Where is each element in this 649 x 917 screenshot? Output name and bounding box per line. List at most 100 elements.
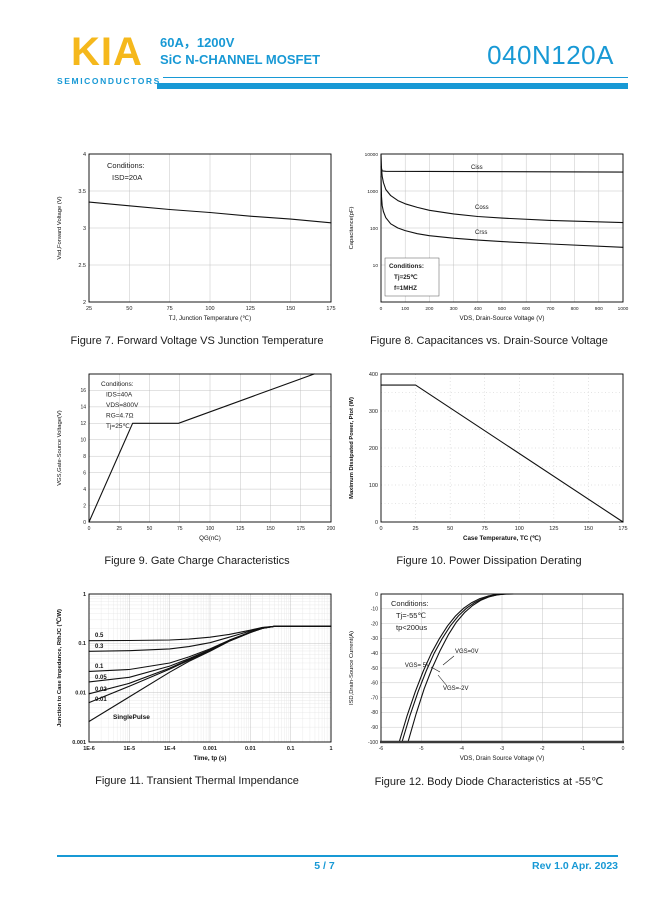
svg-text:700: 700	[546, 306, 554, 312]
svg-text:175: 175	[618, 526, 627, 532]
svg-text:Capacitance(pF): Capacitance(pF)	[349, 207, 355, 250]
svg-text:0: 0	[380, 306, 383, 312]
svg-text:16: 16	[80, 388, 86, 394]
svg-text:-20: -20	[371, 621, 378, 627]
svg-text:2.5: 2.5	[78, 263, 86, 269]
svg-text:Tj=-55℃: Tj=-55℃	[396, 611, 426, 620]
subtitle-type: SiC N-CHANNEL MOSFET	[160, 52, 321, 67]
figure-11-caption: Figure 11. Transient Thermal Impendance	[95, 775, 299, 787]
svg-text:VGS,Gate-Source Voltage(V): VGS,Gate-Source Voltage(V)	[57, 410, 63, 485]
svg-text:900: 900	[595, 306, 603, 312]
svg-text:150: 150	[266, 526, 275, 532]
chart-figure-8: 0 100 200 300 400 500 600 700 800 900 1000 10 100 100…	[349, 152, 629, 322]
svg-text:TJ, Junction Temperature (℃): TJ, Junction Temperature (℃)	[169, 315, 252, 322]
svg-text:125: 125	[549, 526, 558, 532]
chart-figure-9: 0 25 50 75 100 125 150 175 200 0 2 4 6 8 10 12 14 16 QG(nC…	[57, 373, 336, 542]
svg-text:Case Temperature, TC (℃): Case Temperature, TC (℃)	[463, 535, 541, 542]
figure-10: 0 25 50 75 100 125 150 175 0 100 200 300 400 Case Tem…	[343, 366, 635, 586]
footer-page-number: 5 / 7	[314, 860, 335, 872]
device-subtitle: 60A，1200V SiC N-CHANNEL MOSFET	[160, 34, 320, 68]
svg-text:175: 175	[297, 526, 306, 532]
svg-text:-70: -70	[371, 695, 378, 701]
svg-text:ISD=20A: ISD=20A	[112, 173, 142, 182]
figure-12: -6 -5 -4 -3 -2 -1 0 -100 -90 -80 -70 -60 -50 -40 -30 -2…	[343, 586, 635, 806]
svg-text:Time, tp (s): Time, tp (s)	[194, 755, 227, 762]
svg-text:VGS= 5V: VGS= 5V	[405, 663, 430, 669]
svg-text:2: 2	[83, 300, 86, 306]
svg-text:VGS=0V: VGS=0V	[455, 649, 479, 655]
svg-text:Ciss: Ciss	[471, 165, 483, 171]
header-rule-thick	[157, 83, 628, 89]
svg-text:0.3: 0.3	[95, 644, 104, 650]
svg-text:-10: -10	[371, 607, 378, 613]
svg-text:10000: 10000	[365, 152, 379, 158]
svg-text:125: 125	[246, 306, 255, 312]
svg-text:VDS=800V: VDS=800V	[106, 402, 139, 409]
svg-text:ISD,Drain-Source Current(A): ISD,Drain-Source Current(A)	[349, 631, 355, 705]
svg-text:-5: -5	[419, 746, 424, 752]
subtitle-ratings: 60A，1200V	[160, 35, 235, 50]
svg-text:-30: -30	[371, 636, 378, 642]
svg-text:1000: 1000	[367, 189, 378, 195]
svg-text:1E-4: 1E-4	[164, 746, 177, 752]
svg-text:6: 6	[83, 470, 86, 476]
figure-11: 1E-6 1E-5 1E-4 0.001 0.01 0.1 1 0.001 0.01 0.1 1 Ti…	[51, 586, 343, 806]
svg-text:-60: -60	[371, 681, 378, 687]
svg-text:100: 100	[369, 483, 378, 489]
svg-text:Conditions:: Conditions:	[101, 381, 134, 388]
svg-text:400: 400	[369, 372, 378, 378]
kia-logo-subtext: SEMICONDUCTORS	[57, 76, 161, 86]
svg-text:RG=4.7Ω: RG=4.7Ω	[106, 413, 134, 420]
svg-text:125: 125	[236, 526, 245, 532]
svg-text:VDS, Drain-Source Voltage (V): VDS, Drain-Source Voltage (V)	[460, 315, 545, 322]
svg-text:4: 4	[83, 487, 86, 493]
svg-text:4: 4	[83, 152, 86, 158]
svg-text:1: 1	[329, 746, 332, 752]
svg-text:100: 100	[515, 526, 524, 532]
figure-8-caption: Figure 8. Capacitances vs. Drain-Source …	[370, 335, 608, 347]
svg-text:-90: -90	[371, 725, 378, 731]
svg-text:0.02: 0.02	[95, 687, 107, 693]
svg-text:12: 12	[80, 421, 86, 427]
svg-text:3: 3	[83, 226, 86, 232]
figure-7: 25 50 75 100 125 150 175 2 2.5 3 3.5 4 TJ, Junction …	[51, 146, 343, 366]
svg-text:IDS=40A: IDS=40A	[106, 392, 133, 399]
svg-text:175: 175	[326, 306, 335, 312]
svg-text:150: 150	[584, 526, 593, 532]
svg-text:-40: -40	[371, 651, 378, 657]
chart-figure-10: 0 25 50 75 100 125 150 175 0 100 200 300 400 Case Tem…	[349, 372, 628, 542]
svg-text:300: 300	[369, 409, 378, 415]
svg-text:Tj=25℃: Tj=25℃	[394, 274, 417, 281]
svg-text:0.001: 0.001	[72, 740, 86, 746]
chart-figure-12: -6 -5 -4 -3 -2 -1 0-100-90-80-70-60-50-40-30-2…	[349, 592, 625, 762]
kia-logo-text: KIA	[71, 30, 143, 74]
svg-text:0.1: 0.1	[287, 746, 295, 752]
figure-8: 0 100 200 300 400 500 600 700 800 900 1000 10 100 100…	[343, 146, 635, 366]
chart-figure-7: 25 50 75 100 125 150 175 2 2.5 3 3.5 4 TJ, Junction …	[57, 152, 336, 322]
svg-text:10: 10	[373, 263, 379, 269]
svg-text:0.05: 0.05	[95, 675, 107, 681]
svg-text:f=1MHZ: f=1MHZ	[394, 285, 417, 292]
svg-text:100: 100	[370, 226, 378, 232]
svg-text:200: 200	[369, 446, 378, 452]
svg-text:-1: -1	[580, 746, 585, 752]
figures-grid: 25 50 75 100 125 150 175 2 2.5 3 3.5 4 TJ, Junction …	[51, 146, 635, 806]
svg-text:0: 0	[379, 526, 382, 532]
svg-text:1000: 1000	[618, 306, 629, 312]
svg-text:100: 100	[206, 526, 215, 532]
svg-text:0: 0	[88, 526, 91, 532]
svg-text:tp<200us: tp<200us	[396, 623, 427, 632]
svg-text:Conditions:: Conditions:	[389, 263, 424, 270]
svg-text:Vsd,Forward Voltage (V): Vsd,Forward Voltage (V)	[57, 196, 63, 259]
figure-7-caption: Figure 7. Forward Voltage VS Junction Te…	[70, 335, 324, 347]
svg-text:25: 25	[86, 306, 92, 312]
svg-text:VDS, Drain Source Voltage (V): VDS, Drain Source Voltage (V)	[460, 755, 545, 762]
svg-text:500: 500	[498, 306, 506, 312]
chart-figure-11: 1E-6 1E-5 1E-4 0.001 0.01 0.1 1 0.001 0.01 0.1 1 Ti…	[56, 592, 333, 762]
svg-text:0.001: 0.001	[203, 746, 217, 752]
svg-text:0: 0	[375, 592, 378, 598]
svg-text:200: 200	[327, 526, 336, 532]
svg-text:75: 75	[167, 306, 173, 312]
svg-text:0.01: 0.01	[245, 746, 256, 752]
svg-text:-4: -4	[459, 746, 464, 752]
